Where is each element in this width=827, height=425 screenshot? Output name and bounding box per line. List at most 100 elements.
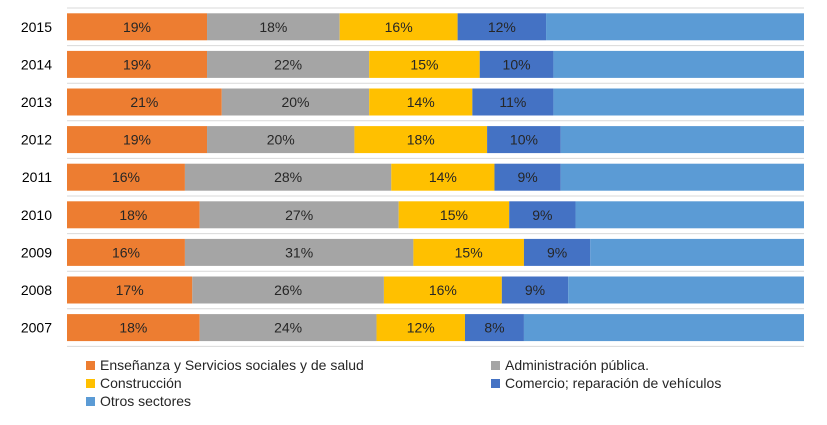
segment-value-label: 19% — [123, 56, 151, 72]
segment-value-labels: 19% 18% 16% 12% 19% 22% 15% 10% 21% 20% 14% 11% 19% 2… — [112, 19, 567, 336]
bar-segment — [523, 238, 591, 266]
segment-value-label: 8% — [484, 320, 504, 336]
bar-segment — [184, 163, 392, 191]
segment-value-label: 18% — [119, 207, 147, 223]
bar-segment — [67, 276, 193, 304]
bar-segment — [568, 276, 804, 304]
bar-segment — [67, 201, 200, 229]
bar-segment — [354, 126, 488, 154]
bar-segment — [560, 163, 804, 191]
bar-segment — [590, 238, 804, 266]
legend-item-ensenanza: Enseñanza y Servicios sociales y de salu… — [86, 357, 364, 373]
legend-swatch — [86, 378, 95, 388]
legend-label: Construcción — [100, 375, 182, 391]
year-label: 2010 — [21, 207, 52, 223]
bar-segment — [457, 13, 547, 41]
bar-segment — [221, 88, 370, 116]
legend-label: Enseñanza y Servicios sociales y de salu… — [100, 357, 364, 373]
legend-item-otros: Otros sectores — [86, 393, 191, 409]
segment-value-label: 28% — [274, 169, 302, 185]
year-label: 2013 — [21, 94, 52, 110]
bar-segment — [464, 314, 524, 342]
segment-value-label: 27% — [285, 207, 313, 223]
segment-value-label: 14% — [429, 169, 457, 185]
legend-swatch — [86, 360, 95, 370]
segment-value-label: 15% — [410, 56, 438, 72]
legend-item-comercio: Comercio; reparación de vehículos — [491, 375, 721, 391]
bar-segment — [383, 276, 502, 304]
bar-segment — [67, 13, 208, 41]
segment-value-label: 10% — [510, 132, 538, 148]
segment-value-label: 26% — [274, 282, 302, 298]
bar-segment — [391, 163, 495, 191]
segment-value-label: 16% — [112, 169, 140, 185]
bar-segment — [67, 314, 200, 342]
segment-value-label: 9% — [532, 207, 552, 223]
bar-segment — [546, 13, 804, 41]
bar-segment — [376, 314, 465, 342]
row-gridlines — [67, 7, 804, 347]
segment-value-label: 20% — [281, 94, 309, 110]
bar-segment — [553, 50, 804, 78]
year-label: 2008 — [21, 282, 52, 298]
year-label: 2009 — [21, 244, 52, 260]
legend-swatch — [491, 360, 500, 370]
segment-value-label: 16% — [385, 19, 413, 35]
segment-value-label: 9% — [525, 282, 545, 298]
bar-segment — [67, 50, 208, 78]
segment-value-label: 18% — [259, 19, 287, 35]
bar-segment — [501, 276, 569, 304]
segment-value-label: 9% — [547, 244, 567, 260]
segment-value-label: 18% — [407, 132, 435, 148]
segment-value-label: 19% — [123, 132, 151, 148]
bar-segment — [207, 13, 340, 41]
segment-value-label: 15% — [440, 207, 468, 223]
bar-segment — [67, 126, 208, 154]
bar-segment — [560, 126, 804, 154]
segment-value-label: 12% — [407, 320, 435, 336]
bar-segment — [67, 88, 222, 116]
segment-value-label: 12% — [488, 19, 516, 35]
bar-segment — [413, 238, 524, 266]
segment-value-label: 20% — [267, 132, 295, 148]
bar-segment — [199, 201, 399, 229]
legend-label: Administración pública. — [505, 357, 649, 373]
bar-segment — [523, 314, 804, 342]
segment-value-label: 16% — [112, 244, 140, 260]
year-label: 2014 — [21, 56, 52, 72]
bar-segment — [509, 201, 576, 229]
bar-segment — [207, 50, 370, 78]
legend-label: Otros sectores — [100, 393, 192, 409]
bar-segment — [369, 88, 473, 116]
bar-segment — [494, 163, 561, 191]
segment-value-label: 18% — [119, 320, 147, 336]
legend-swatch — [86, 396, 95, 406]
segment-value-label: 31% — [285, 244, 313, 260]
year-label: 2015 — [21, 19, 52, 35]
segment-value-label: 21% — [130, 94, 158, 110]
bar-segment — [553, 88, 804, 116]
segment-value-label: 11% — [499, 94, 526, 110]
legend-swatch — [491, 378, 500, 388]
segment-value-label: 17% — [116, 282, 144, 298]
bar-segment — [398, 201, 510, 229]
segment-value-label: 16% — [429, 282, 457, 298]
bar-segment — [67, 163, 185, 191]
segment-value-label: 10% — [503, 56, 531, 72]
legend-item-construccion: Construcción — [86, 375, 182, 391]
year-label: 2012 — [21, 132, 52, 148]
bar-segment — [575, 201, 804, 229]
bar-segment — [199, 314, 377, 342]
legend-label: Comercio; reparación de vehículos — [505, 375, 722, 391]
bar-segment — [67, 238, 185, 266]
segment-value-label: 15% — [455, 244, 483, 260]
year-label: 2011 — [22, 169, 52, 185]
bar-segment — [472, 88, 554, 116]
bar-segment — [369, 50, 480, 78]
bar-segment — [207, 126, 355, 154]
bar-segment — [479, 50, 554, 78]
bar-segment — [192, 276, 384, 304]
bars — [67, 13, 804, 342]
segment-value-label: 19% — [123, 19, 151, 35]
